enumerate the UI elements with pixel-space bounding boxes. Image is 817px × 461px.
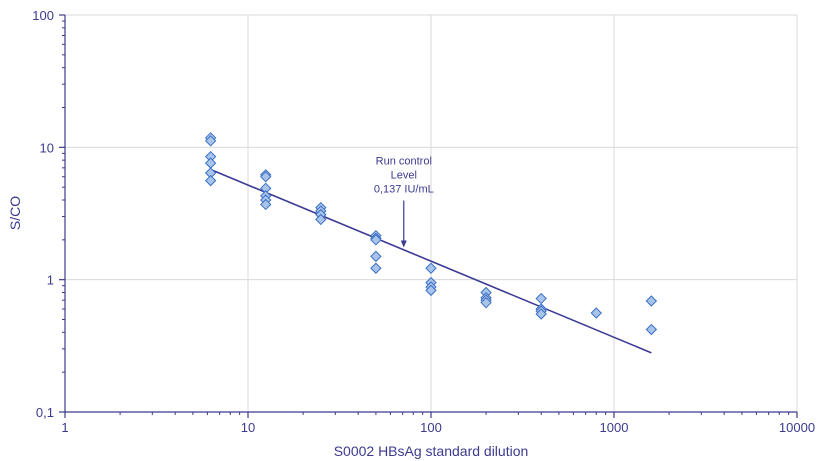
x-tick-label: 10 <box>241 420 255 435</box>
data-point-diamond <box>315 213 327 226</box>
data-point-diamond <box>260 198 272 211</box>
annotation-text-line: 0,137 IU/mL <box>374 184 434 196</box>
grid-lines <box>65 14 798 412</box>
data-point-diamond <box>204 174 217 187</box>
fit-line <box>210 168 652 354</box>
data-point-diamond <box>204 157 217 169</box>
data-point-diamond <box>645 323 658 336</box>
annotation-arrow-head <box>400 240 407 248</box>
data-point-diamond <box>425 262 437 274</box>
x-tick-label: 1000 <box>600 420 629 435</box>
data-point-diamond <box>590 307 602 319</box>
annotation: Run control Level 0,137 IU/mL <box>374 156 434 248</box>
y-tick-label: 1 <box>47 273 54 288</box>
x-tick-label: 100 <box>420 420 442 435</box>
data-point-diamond <box>535 308 547 320</box>
data-point-diamond <box>425 284 437 297</box>
data-point-diamond <box>204 135 217 147</box>
y-axis-label: S/CO <box>7 196 23 230</box>
data-point-diamond <box>260 170 272 183</box>
axes: 1 10 100 1000 10000 0,1 1 10 100 <box>32 8 815 435</box>
y-tick-label: 10 <box>40 140 54 155</box>
annotation-text-line: Run control <box>376 156 432 168</box>
x-axis-label: S0002 HBsAg standard dilution <box>334 443 529 459</box>
data-point-diamond <box>480 296 492 309</box>
data-point-diamond <box>370 262 382 274</box>
y-tick-label: 100 <box>32 8 54 23</box>
x-tick-label: 1 <box>61 420 68 435</box>
data-point-diamond <box>370 250 382 263</box>
annotation-text-line: Level <box>391 170 417 182</box>
data-point-diamond <box>535 292 547 305</box>
data-point-diamond <box>370 234 382 246</box>
data-point-diamond <box>645 295 658 307</box>
data-points <box>204 132 658 336</box>
x-tick-label: 10000 <box>779 420 815 435</box>
y-tick-label: 0,1 <box>36 405 54 420</box>
fit-line-layer <box>210 168 652 354</box>
